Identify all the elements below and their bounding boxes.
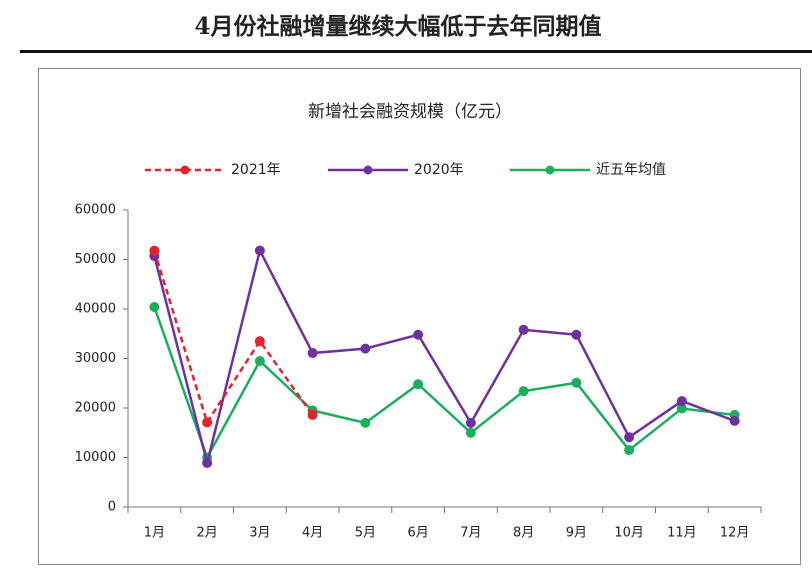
x-tick-label: 9月 xyxy=(566,526,587,541)
x-tick-label: 6月 xyxy=(407,526,428,541)
point xyxy=(202,417,213,428)
y-tick-label: 50000 xyxy=(75,252,116,267)
series-line xyxy=(153,250,314,426)
point xyxy=(413,329,424,340)
point xyxy=(202,457,213,468)
legend-label: 2021年 xyxy=(231,162,281,178)
point xyxy=(518,386,529,397)
heading-rule xyxy=(20,50,812,53)
point xyxy=(518,324,529,335)
point xyxy=(729,415,740,426)
legend-marker xyxy=(363,165,373,175)
point xyxy=(413,379,424,390)
point xyxy=(307,409,318,420)
y-tick-label: 20000 xyxy=(75,401,116,416)
point xyxy=(624,432,635,443)
legend-marker xyxy=(545,165,555,175)
chart-title: 新增社会融资规模（亿元） xyxy=(308,102,512,122)
x-tick-label: 2月 xyxy=(196,526,217,541)
x-tick-label: 12月 xyxy=(720,526,750,541)
series-line xyxy=(153,306,735,461)
heading: 4月份社融增量继续大幅低于去年同期值 xyxy=(194,13,601,40)
point xyxy=(676,396,687,407)
point xyxy=(571,329,582,340)
point xyxy=(465,427,476,438)
x-tick-label: 10月 xyxy=(614,526,644,541)
point xyxy=(149,245,160,256)
point xyxy=(360,417,371,428)
y-tick-label: 40000 xyxy=(75,302,116,317)
point xyxy=(254,355,265,366)
point xyxy=(465,417,476,428)
point xyxy=(254,245,265,256)
y-tick-label: 0 xyxy=(108,500,116,515)
y-tick-label: 60000 xyxy=(75,203,116,218)
y-tick-label: 10000 xyxy=(75,450,116,465)
point xyxy=(624,445,635,456)
legend-label: 2020年 xyxy=(414,162,464,178)
chart-frame xyxy=(38,68,801,565)
x-tick-label: 5月 xyxy=(355,526,376,541)
x-tick-label: 4月 xyxy=(302,526,323,541)
point xyxy=(571,377,582,388)
point xyxy=(307,348,318,359)
point xyxy=(149,302,160,313)
point xyxy=(676,403,687,414)
y-tick-label: 30000 xyxy=(75,351,116,366)
legend-label: 近五年均值 xyxy=(596,162,666,178)
x-tick-label: 3月 xyxy=(249,526,270,541)
series-line xyxy=(153,247,736,464)
point xyxy=(360,343,371,354)
x-tick-label: 8月 xyxy=(513,526,534,541)
point xyxy=(254,336,265,347)
legend-marker xyxy=(180,165,190,175)
x-tick-label: 11月 xyxy=(667,526,697,541)
x-tick-label: 7月 xyxy=(460,526,481,541)
x-tick-label: 1月 xyxy=(144,526,165,541)
